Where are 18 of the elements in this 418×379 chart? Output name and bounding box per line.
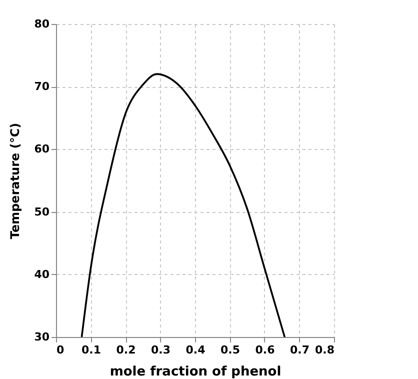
x-tick-label: 0.8 (315, 344, 334, 356)
line-series (80, 73, 286, 338)
y-tick-label: 70 (34, 80, 50, 94)
x-tick-label: 0.2 (116, 344, 136, 356)
x-tick-label: 0.7 (290, 344, 310, 356)
x-tick-label: 0.1 (82, 344, 101, 356)
x-tick-label: 0.3 (151, 344, 170, 356)
y-axis-title: Temperature (°C) (8, 122, 22, 240)
x-tick-label: 0.5 (220, 344, 240, 356)
y-tick-label: 80 (34, 18, 50, 30)
y-tick-label: 40 (34, 268, 50, 281)
x-tick-label: 0.4 (186, 344, 206, 356)
x-axis-title: mole fraction of phenol (110, 364, 282, 379)
x-tick-label: 0 (56, 344, 64, 356)
y-tick-label: 60 (34, 142, 50, 156)
y-tick-label: 50 (34, 205, 50, 218)
y-tick-label: 30 (34, 330, 50, 344)
x-tick-label: 0.6 (255, 344, 276, 356)
